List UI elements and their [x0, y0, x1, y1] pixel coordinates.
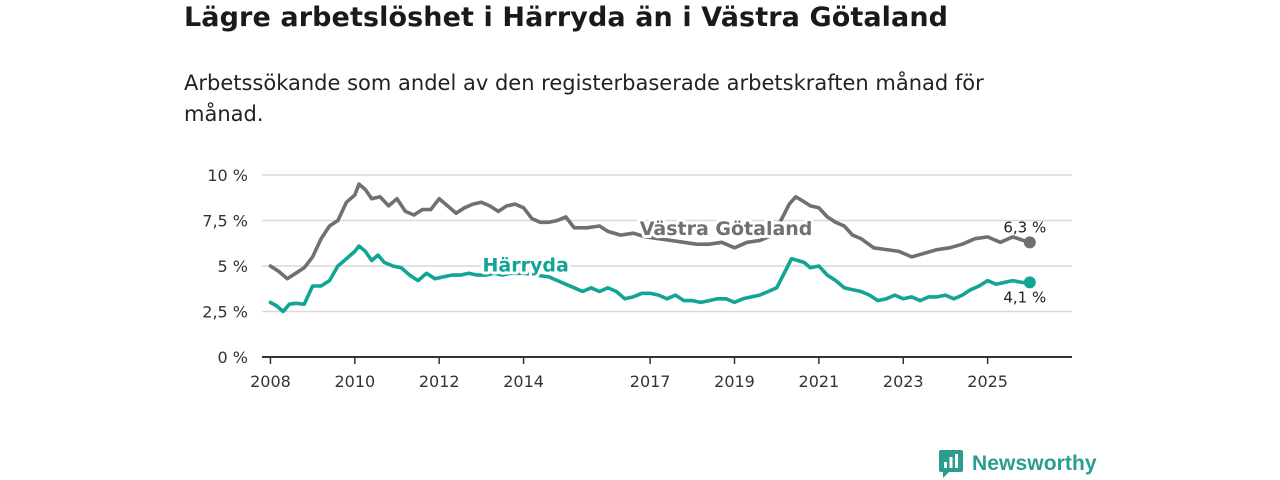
newsworthy-logo[interactable]: Newsworthy [938, 449, 1097, 479]
newsworthy-logo-icon [939, 450, 963, 478]
x-tick-label: 2021 [799, 372, 840, 391]
x-tick-label: 2012 [419, 372, 460, 391]
end-value-label-h-rryda: 4,1 % [1003, 288, 1046, 306]
y-tick-label: 5 % [218, 257, 248, 276]
end-value-label-v-stra-g-taland: 6,3 % [1003, 218, 1046, 236]
y-tick-label: 0 % [218, 348, 248, 367]
y-tick-label: 2,5 % [202, 303, 248, 322]
series-layer [268, 182, 1036, 314]
x-tick-label: 2010 [334, 372, 375, 391]
y-tick-label: 10 % [207, 166, 248, 185]
x-tick-label: 2014 [503, 372, 544, 391]
chart-title: Lägre arbetslöshet i Härryda än i Västra… [184, 2, 949, 33]
series-name-label: Västra Götaland [640, 218, 813, 240]
label-layer: 6,3 % 4,1 % Västra Götaland Härryda [480, 215, 1047, 306]
x-tick-label: 2025 [967, 372, 1008, 391]
series-line-h-rryda [268, 244, 1032, 314]
series-line-v-stra-g-taland [268, 182, 1032, 281]
series-name-label: Härryda [483, 254, 569, 276]
x-tick-label: 2017 [630, 372, 671, 391]
chart-subtitle: Arbetssökande som andel av den registerb… [184, 71, 984, 126]
end-marker-v-stra-g-taland [1023, 236, 1036, 249]
y-tick-label: 7,5 % [202, 212, 248, 231]
end-marker-h-rryda [1023, 276, 1036, 289]
x-tick-label: 2023 [883, 372, 924, 391]
axis-layer: 0 % 2,5 % 5 % 7,5 % 10 % 2008 2010 2012 2014 2017… [202, 166, 1072, 391]
brand-name: Newsworthy [972, 452, 1097, 475]
grid-layer [262, 174, 1072, 313]
x-tick-label: 2008 [250, 372, 291, 391]
x-tick-label: 2019 [714, 372, 755, 391]
